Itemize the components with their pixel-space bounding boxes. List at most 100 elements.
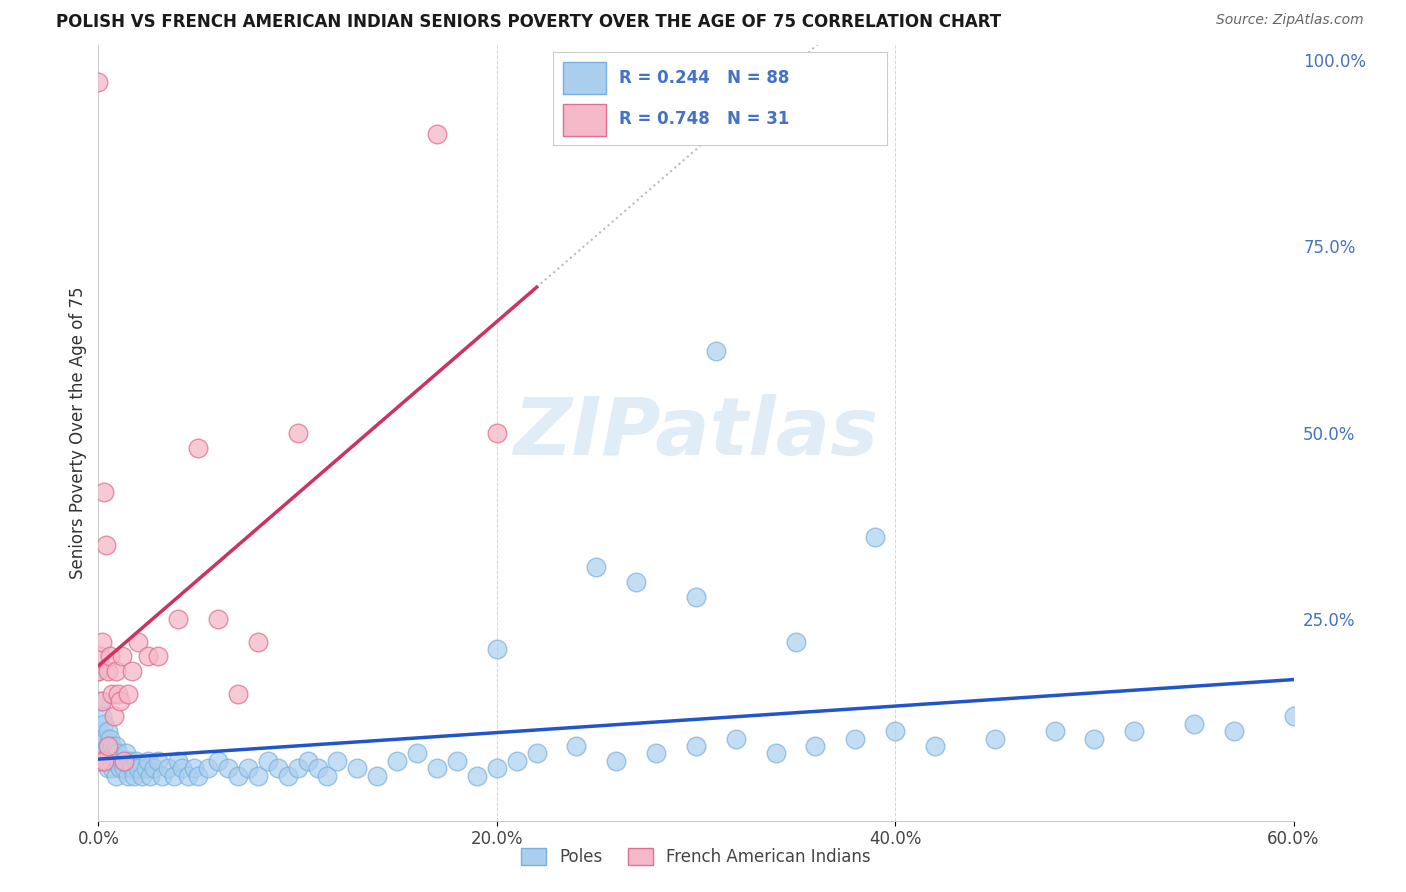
Text: POLISH VS FRENCH AMERICAN INDIAN SENIORS POVERTY OVER THE AGE OF 75 CORRELATION : POLISH VS FRENCH AMERICAN INDIAN SENIORS…: [56, 13, 1001, 31]
Point: [103, 754, 125, 768]
Point: [183, 761, 205, 775]
Point: [97, 761, 120, 775]
Point: [226, 687, 249, 701]
Point: [127, 761, 149, 775]
Text: Source: ZipAtlas.com: Source: ZipAtlas.com: [1216, 13, 1364, 28]
Point: [103, 709, 125, 723]
Point: [297, 754, 319, 768]
Point: [724, 731, 747, 746]
Point: [157, 761, 180, 775]
Point: [426, 127, 449, 141]
Point: [565, 739, 588, 753]
Point: [406, 747, 429, 761]
Point: [124, 769, 146, 783]
Point: [172, 761, 194, 775]
Point: [150, 769, 173, 783]
Point: [287, 425, 309, 440]
Point: [326, 754, 349, 768]
Point: [167, 612, 190, 626]
Point: [97, 739, 120, 753]
Point: [207, 754, 229, 768]
Point: [785, 634, 807, 648]
Point: [626, 574, 648, 589]
Point: [120, 754, 142, 768]
Point: [89, 649, 111, 664]
Point: [267, 761, 290, 775]
Point: [91, 709, 114, 723]
Point: [110, 761, 132, 775]
Point: [89, 724, 111, 739]
Point: [605, 754, 627, 768]
Point: [346, 761, 368, 775]
Point: [101, 739, 124, 753]
Point: [645, 747, 668, 761]
Point: [98, 649, 122, 664]
Point: [1043, 724, 1066, 739]
Text: ZIPatlas: ZIPatlas: [513, 393, 879, 472]
Point: [96, 754, 118, 768]
Point: [1123, 724, 1146, 739]
Point: [207, 612, 229, 626]
Point: [107, 754, 129, 768]
Point: [136, 754, 159, 768]
Point: [107, 687, 129, 701]
Point: [148, 754, 170, 768]
Point: [121, 665, 143, 679]
Point: [105, 739, 128, 753]
Point: [385, 754, 409, 768]
Point: [1182, 716, 1205, 731]
Point: [97, 739, 120, 753]
Point: [87, 75, 110, 89]
Legend: Poles, French American Indians: Poles, French American Indians: [513, 839, 879, 874]
Point: [93, 485, 115, 500]
Point: [1282, 709, 1305, 723]
Point: [446, 754, 468, 768]
Point: [97, 665, 120, 679]
Point: [112, 761, 135, 775]
Point: [136, 649, 159, 664]
Point: [105, 769, 128, 783]
Point: [765, 747, 787, 761]
Point: [506, 754, 529, 768]
Point: [131, 769, 153, 783]
Point: [111, 754, 134, 768]
Point: [117, 769, 139, 783]
Point: [112, 754, 135, 768]
Point: [984, 731, 1007, 746]
Point: [143, 761, 166, 775]
Point: [101, 761, 124, 775]
Point: [426, 761, 449, 775]
Point: [1223, 724, 1246, 739]
Point: [685, 590, 707, 604]
Point: [105, 665, 128, 679]
Point: [704, 343, 727, 358]
Point: [127, 634, 149, 648]
Point: [924, 739, 946, 753]
Point: [1083, 731, 1105, 746]
Point: [177, 769, 200, 783]
Point: [256, 754, 278, 768]
Point: [804, 739, 827, 753]
Point: [163, 769, 186, 783]
Point: [187, 441, 209, 455]
Point: [98, 747, 122, 761]
Point: [93, 747, 115, 761]
Point: [135, 761, 157, 775]
Point: [87, 665, 110, 679]
Point: [287, 761, 309, 775]
Point: [485, 642, 508, 657]
Point: [148, 649, 170, 664]
Point: [236, 761, 259, 775]
Point: [101, 687, 124, 701]
Point: [197, 761, 219, 775]
Point: [89, 754, 111, 768]
Point: [96, 537, 118, 551]
Point: [585, 560, 607, 574]
Point: [89, 694, 111, 708]
Point: [246, 769, 269, 783]
Point: [307, 761, 329, 775]
Point: [91, 694, 114, 708]
Point: [217, 761, 239, 775]
Point: [125, 754, 148, 768]
Point: [465, 769, 488, 783]
